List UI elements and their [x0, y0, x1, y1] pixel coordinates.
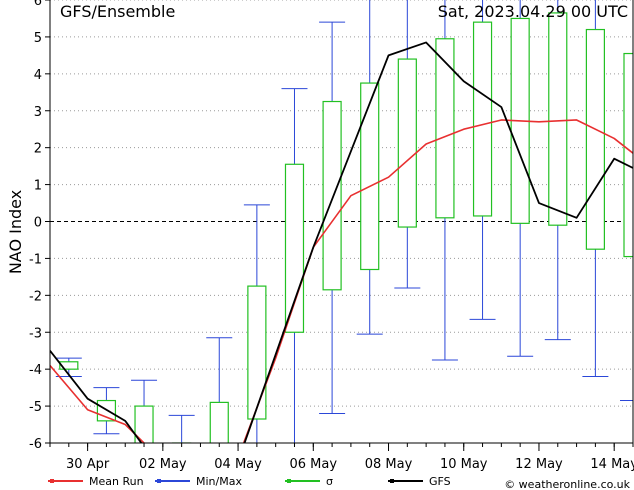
- y-tick-label: -2: [29, 289, 42, 304]
- mean-run-line: [50, 119, 633, 443]
- legend: Mean Run Min/Max σ GFS: [48, 475, 451, 488]
- y-tick-label: 6: [34, 0, 42, 9]
- sigma-box: [360, 82, 380, 271]
- y-tick-label: 5: [34, 31, 42, 46]
- legend-marker: [157, 479, 161, 483]
- legend-marker: [287, 479, 291, 483]
- x-tick-label: 08 May: [365, 457, 413, 472]
- legend-label: σ: [326, 475, 333, 488]
- x-tick-label: 02 May: [139, 457, 187, 472]
- x-tick-label: 30 Apr: [66, 457, 110, 472]
- y-tick-label: 1: [34, 179, 42, 194]
- sigma-box: [548, 12, 568, 226]
- sigma-box: [247, 285, 267, 420]
- sigma-box: [623, 52, 633, 258]
- series-layer: [50, 41, 633, 443]
- y-tick-label: 2: [34, 142, 42, 157]
- sigma-box: [284, 163, 305, 333]
- legend-marker: [390, 479, 394, 483]
- sigma-box: [472, 21, 493, 217]
- sigma-box: [397, 58, 417, 228]
- y-tick-label: -4: [29, 363, 42, 378]
- legend-label: Min/Max: [196, 475, 242, 488]
- legend-marker: [50, 479, 54, 483]
- x-tick-label: 10 May: [440, 457, 488, 472]
- plot-layer: [50, 0, 633, 443]
- sigma-box: [585, 28, 605, 250]
- credit-text: © weatheronline.co.uk: [504, 478, 630, 490]
- y-axis-label: NAO Index: [6, 190, 25, 274]
- y-tick-label: -6: [29, 437, 42, 452]
- sigma-box: [209, 401, 229, 443]
- grid-layer: [50, 0, 633, 407]
- y-tick-label: -1: [29, 252, 42, 267]
- y-tick-label: 4: [34, 68, 42, 83]
- x-tick-label: 14 May: [590, 457, 634, 472]
- y-tick-label: 0: [34, 216, 42, 231]
- legend-label: GFS: [429, 475, 451, 488]
- y-tick-label: -5: [29, 400, 42, 415]
- axis-layer: -6 -5 -4 -3 -2 -1 0 1 2 3 4 5 6 30 Apr 02 May 04 May 06 …: [29, 0, 634, 472]
- sigma-box: [134, 405, 154, 443]
- run-label: Sat, 2023.04.29 00 UTC: [438, 2, 628, 21]
- sigma-layer: [59, 12, 633, 443]
- x-tick-label: 04 May: [214, 457, 262, 472]
- y-tick-label: 3: [34, 105, 42, 120]
- x-tick-label: 06 May: [290, 457, 338, 472]
- legend-label: Mean Run: [89, 475, 144, 488]
- gfs-line: [50, 41, 633, 443]
- sigma-box: [322, 100, 342, 291]
- chart-title: GFS/Ensemble: [60, 2, 175, 21]
- sigma-box: [435, 38, 455, 219]
- sigma-box: [59, 361, 79, 370]
- x-tick-label: 12 May: [515, 457, 563, 472]
- y-tick-label: -3: [29, 326, 42, 341]
